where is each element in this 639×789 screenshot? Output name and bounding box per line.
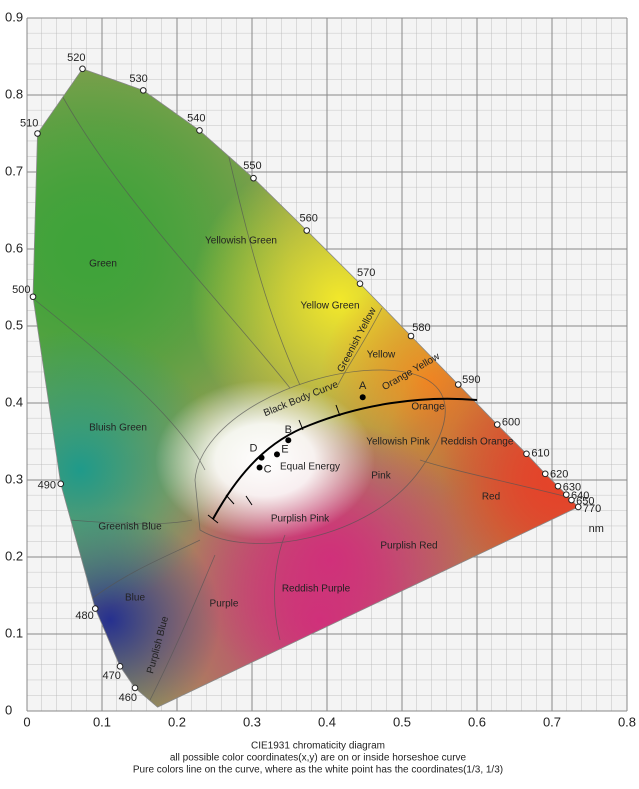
wavelength-label: 620 [550, 468, 568, 480]
caption: Pure colors line on the curve, where as … [133, 765, 503, 776]
white-point-label: B [285, 424, 292, 436]
region-label: Purplish Pink [271, 514, 330, 525]
wavelength-point [34, 130, 41, 137]
x-tick-label: 0.5 [393, 714, 411, 729]
region-label: Equal Energy [280, 462, 340, 473]
wavelength-point [139, 87, 147, 94]
wavelength-point [541, 470, 549, 478]
region-label: Orange [411, 402, 445, 413]
wavelength-label: 580 [412, 322, 430, 334]
x-tick-label: 0.2 [168, 714, 186, 729]
wavelength-point [568, 496, 575, 504]
y-tick-label: 0.3 [5, 471, 23, 486]
white-point-label: E [281, 443, 288, 455]
wavelength-point [131, 684, 139, 692]
wavelength-label: 540 [187, 113, 205, 125]
wavelength-label: 590 [462, 374, 480, 386]
y-tick-label: 0 [5, 702, 12, 717]
x-tick-label: 0.3 [243, 714, 261, 729]
white-point [256, 464, 263, 471]
wavelength-point [356, 280, 364, 287]
white-point [359, 394, 366, 401]
x-tick-label: 0.7 [543, 714, 561, 729]
wavelength-point [79, 65, 86, 73]
y-tick-label: 0.2 [5, 548, 23, 563]
region-label: Purple [210, 599, 239, 610]
y-tick-label: 0.6 [5, 240, 23, 255]
wavelength-label: 630 [563, 481, 581, 493]
wavelength-label: 460 [119, 692, 137, 704]
region-label: Yellowish Green [205, 236, 277, 247]
white-point-label: C [264, 463, 272, 475]
region-label: Green [89, 259, 117, 270]
wavelength-point [91, 605, 99, 612]
wavelength-label: 530 [129, 73, 147, 85]
wavelength-point [454, 381, 462, 388]
region-label: Red [482, 492, 500, 503]
y-tick-label: 0.5 [5, 317, 23, 332]
y-tick-label: 0.9 [5, 9, 23, 24]
wavelength-label: 470 [103, 670, 121, 682]
wavelength-label: 770 [583, 503, 601, 515]
white-point-label: A [359, 380, 367, 392]
wavelength-point [562, 491, 570, 498]
white-point [285, 437, 292, 444]
wavelength-label: 560 [300, 213, 318, 225]
x-tick-label: 0.1 [93, 714, 111, 729]
y-tick-label: 0.4 [5, 394, 23, 409]
region-label: Greenish Blue [98, 522, 162, 533]
region-label: Yellow Green [300, 301, 359, 312]
wavelength-label: 570 [357, 267, 375, 279]
white-point-label: D [250, 443, 258, 455]
wavelength-point [523, 450, 530, 458]
x-tick-label: 0 [23, 714, 30, 729]
curve-ticks [207, 404, 341, 524]
region-label: Bluish Green [89, 423, 147, 434]
region-label: Reddish Purple [282, 584, 351, 595]
y-tick-label: 0.1 [5, 625, 23, 640]
wavelength-point [57, 480, 65, 488]
region-label: Purplish Red [380, 541, 437, 552]
caption: CIE1931 chromaticity diagram [251, 741, 385, 752]
x-tick-label: 0.6 [468, 714, 486, 729]
wavelength-point [196, 127, 203, 134]
wavelength-label: 600 [502, 417, 520, 429]
wavelength-label: 510 [20, 118, 38, 130]
caption: all possible color coordinates(x,y) are … [170, 753, 467, 764]
wavelength-label: 650 [576, 496, 594, 508]
wavelength-label: 610 [531, 448, 549, 460]
wavelength-point [250, 174, 257, 182]
region-label: Yellow [367, 350, 396, 361]
black-body-curve [212, 397, 478, 520]
x-tick-label: 0.4 [318, 714, 336, 729]
wavelength-point [116, 663, 124, 670]
region-label: Pink [371, 471, 391, 482]
wavelength-point [554, 482, 562, 490]
wavelength-point [493, 421, 501, 428]
region-borders [34, 91, 579, 701]
region-label: Reddish Orange [441, 437, 514, 448]
region-label: Yellowish Pink [366, 437, 431, 448]
y-tick-label: 0.7 [5, 163, 23, 178]
wavelength-point [574, 503, 582, 511]
wavelength-label: 480 [75, 610, 93, 622]
y-tick-label: 0.8 [5, 86, 23, 101]
white-point [258, 454, 265, 461]
white-point [273, 451, 280, 458]
wavelength-label: 640 [571, 490, 589, 502]
tint [33, 68, 290, 450]
wavelength-label: 500 [12, 284, 30, 296]
wavelength-label: 490 [38, 479, 56, 491]
wavelength-point [29, 293, 37, 301]
x-tick-label: 0.8 [618, 714, 636, 729]
unit-label: nm [589, 523, 604, 535]
wavelength-point [303, 227, 311, 234]
wavelength-label: 550 [243, 160, 261, 172]
wavelength-label: 520 [67, 52, 85, 64]
region-label: Blue [125, 593, 145, 604]
white-area [155, 380, 375, 540]
wavelength-point [407, 332, 415, 340]
